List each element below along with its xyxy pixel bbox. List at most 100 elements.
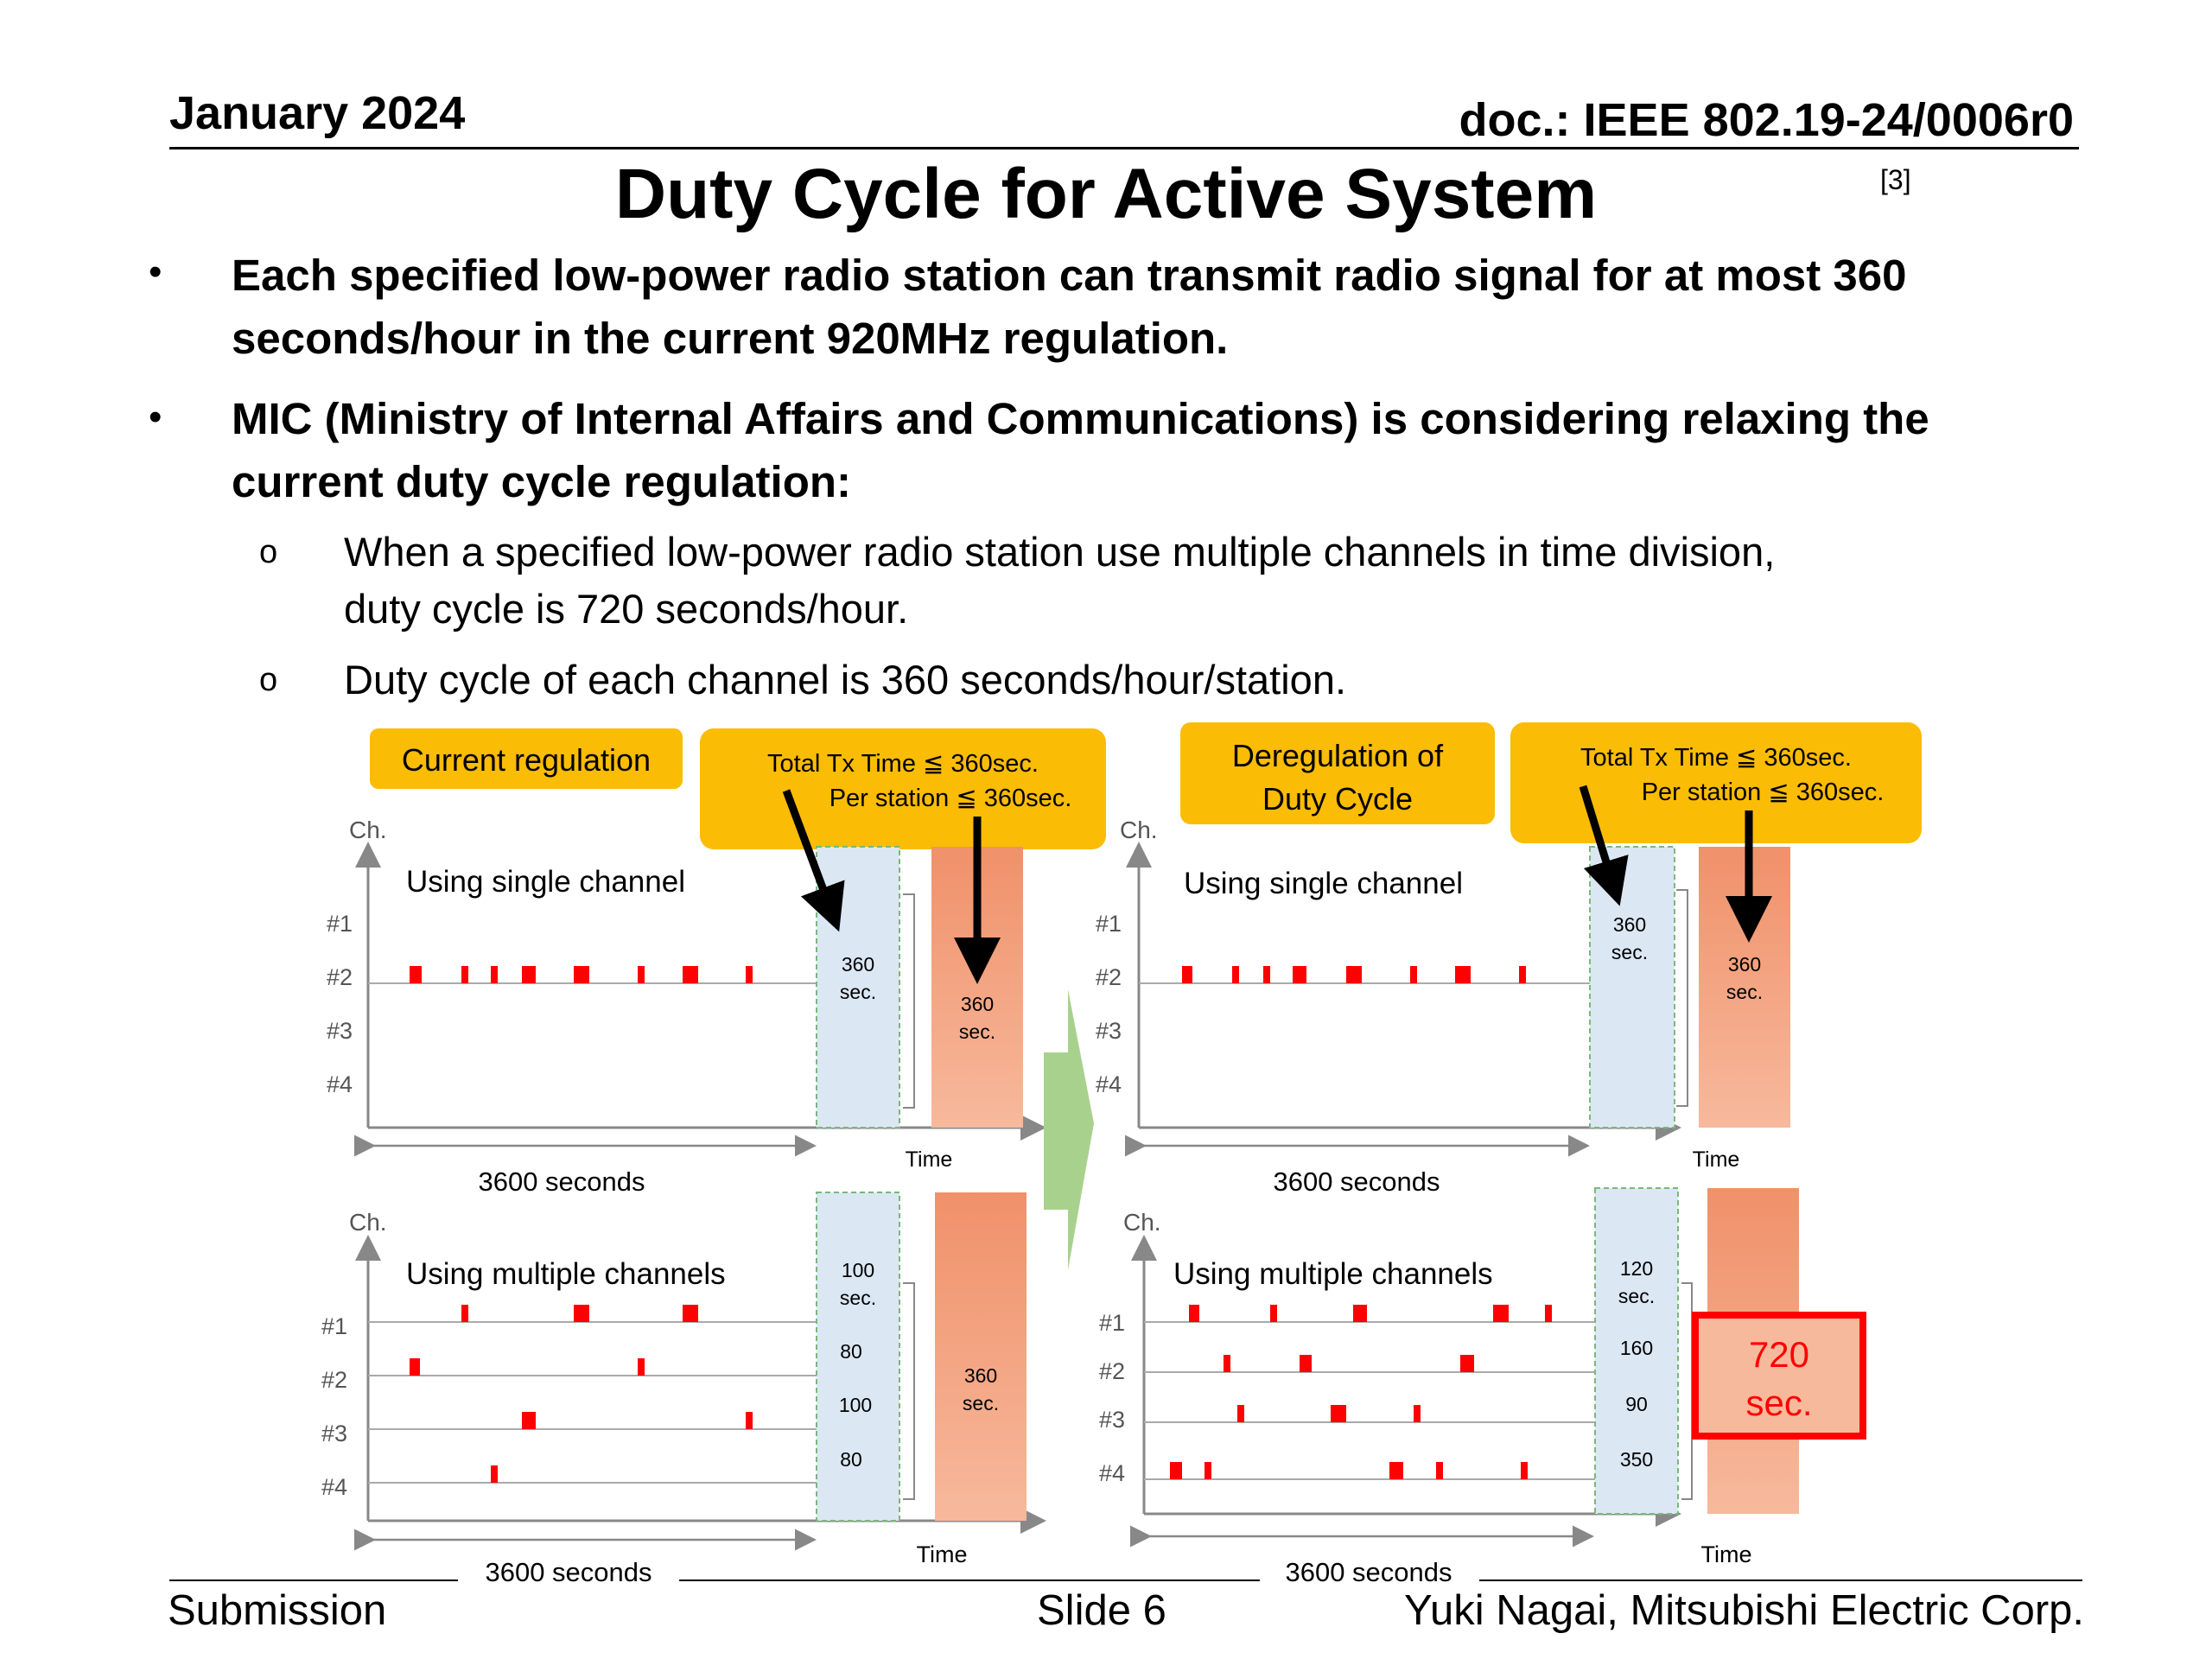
left-bottom-unit: sec. xyxy=(840,1287,876,1309)
right-top-pulses xyxy=(1182,966,1526,983)
bullet-2: MIC (Ministry of Internal Affairs and Co… xyxy=(232,387,2081,513)
pulse xyxy=(574,966,589,983)
pulse xyxy=(1224,1355,1230,1372)
bullet-1-line1: Each specified low-power radio station c… xyxy=(232,251,1907,300)
sub-bullet-1: When a specified low-power radio station… xyxy=(344,524,1986,638)
pulse xyxy=(461,1305,468,1322)
pulse xyxy=(1493,1305,1509,1322)
left-callout-line2: Per station ≦ 360sec. xyxy=(830,785,1072,812)
bullet-2-line2: current duty cycle regulation: xyxy=(232,457,851,506)
left-top-ch1: #1 xyxy=(327,911,353,937)
pulse xyxy=(1460,1355,1474,1372)
sub-bullet-marker: o xyxy=(259,662,278,698)
right-callout-line1: Total Tx Time ≦ 360sec. xyxy=(1580,744,1852,772)
right-top-ch3: #3 xyxy=(1096,1018,1122,1044)
left-bottom-value-ch4: 80 xyxy=(840,1448,862,1471)
pulse xyxy=(1521,1462,1528,1479)
right-callout-line2: Per station ≦ 360sec. xyxy=(1642,779,1885,806)
deregulation-label-line1: Deregulation of xyxy=(1232,738,1444,773)
right-callout-box xyxy=(1510,722,1922,843)
highlight-720-value: 720 xyxy=(1749,1334,1809,1375)
pulse xyxy=(1389,1462,1403,1479)
right-top-blue-box xyxy=(1589,846,1675,1128)
left-bottom-salmon-bar xyxy=(935,1192,1027,1521)
sub-bullet-1-line1: When a specified low-power radio station… xyxy=(344,529,1776,575)
reference-marker: [3] xyxy=(1880,164,1911,195)
right-bottom-value-ch3: 90 xyxy=(1625,1393,1648,1415)
pulse xyxy=(1455,966,1471,983)
left-bottom-ch2: #2 xyxy=(321,1367,347,1393)
right-top-duration: 3600 seconds xyxy=(1273,1166,1440,1197)
left-top-caption: Using single channel xyxy=(406,865,685,899)
left-bottom-bracket xyxy=(903,1282,915,1500)
pulse xyxy=(574,1305,589,1322)
pulse xyxy=(1519,966,1526,983)
right-top-salmon-value: 360 xyxy=(1728,953,1761,976)
left-callout-box xyxy=(700,728,1106,849)
footer-rule-middle xyxy=(679,1580,1260,1581)
left-bottom-salmon-unit: sec. xyxy=(963,1392,999,1414)
right-bottom-ch2: #2 xyxy=(1099,1358,1125,1384)
sub-bullet-2: Duty cycle of each channel is 360 second… xyxy=(344,652,1986,709)
right-top-blue-value: 360 xyxy=(1613,913,1646,936)
header-date: January 2024 xyxy=(169,87,466,139)
left-bottom-axis-label: Ch. xyxy=(349,1209,387,1236)
pulse xyxy=(491,1465,498,1483)
left-top-ch2: #2 xyxy=(327,964,353,990)
footer-rule-right xyxy=(1479,1580,2082,1581)
left-callout-arrow-1 xyxy=(782,789,845,932)
pulse xyxy=(1232,966,1239,983)
left-top-pulses xyxy=(410,966,753,983)
pulse xyxy=(1293,966,1306,983)
left-top-salmon-unit: sec. xyxy=(959,1020,995,1043)
left-top-time-label: Time xyxy=(906,1147,953,1172)
right-bottom-ch1: #1 xyxy=(1099,1310,1125,1336)
highlight-720-box xyxy=(1692,1312,1866,1440)
right-bottom-pulses xyxy=(1170,1305,1552,1479)
footer-submission: Submission xyxy=(168,1587,387,1634)
right-bottom-ch4: #4 xyxy=(1099,1460,1125,1486)
sub-bullet-2-line1: Duty cycle of each channel is 360 second… xyxy=(344,657,1347,702)
pulse xyxy=(410,1358,420,1376)
pulse xyxy=(522,1412,536,1429)
right-bottom-unit: sec. xyxy=(1618,1285,1655,1307)
bullet-1: Each specified low-power radio station c… xyxy=(232,244,2081,370)
left-top-blue-unit: sec. xyxy=(840,981,876,1003)
pulse xyxy=(1182,966,1192,983)
pulse xyxy=(491,966,498,983)
right-top-salmon-bar xyxy=(1699,847,1790,1128)
pulse xyxy=(746,966,753,983)
pulse xyxy=(1170,1462,1182,1479)
pulse xyxy=(1189,1305,1199,1322)
left-top-ch4: #4 xyxy=(327,1071,353,1097)
pulse xyxy=(683,966,698,983)
left-bottom-channel-lines xyxy=(368,1321,890,1484)
footer-author: Yuki Nagai, Mitsubishi Electric Corp. xyxy=(1403,1587,2084,1634)
left-bottom-ch3: #3 xyxy=(321,1421,347,1446)
highlight-720-unit: sec. xyxy=(1745,1382,1812,1423)
left-bottom-ch4: #4 xyxy=(321,1474,347,1500)
right-bottom-blue-box xyxy=(1594,1187,1679,1515)
right-top-caption: Using single channel xyxy=(1184,867,1463,900)
right-bottom-value-ch1: 120 xyxy=(1620,1257,1653,1280)
pulse xyxy=(522,966,536,983)
left-bottom-value-ch1: 100 xyxy=(842,1259,874,1281)
slide-title: Duty Cycle for Active System xyxy=(614,155,1598,233)
pulse xyxy=(1410,966,1417,983)
left-bottom-pulses xyxy=(410,1305,753,1483)
pulse xyxy=(683,1305,698,1322)
pulse xyxy=(1414,1405,1421,1422)
current-regulation-label: Current regulation xyxy=(402,742,651,778)
pulse xyxy=(410,966,422,983)
right-bottom-duration: 3600 seconds xyxy=(1285,1557,1452,1587)
left-bottom-ch1: #1 xyxy=(321,1313,347,1339)
right-top-axis-label: Ch. xyxy=(1120,817,1158,843)
right-bottom-value-ch2: 160 xyxy=(1620,1337,1653,1359)
pulse xyxy=(1545,1305,1552,1322)
bullet-2-line1: MIC (Ministry of Internal Affairs and Co… xyxy=(232,394,1929,443)
right-top-blue-unit: sec. xyxy=(1611,941,1648,963)
bullet-dot: • xyxy=(149,251,162,293)
pulse xyxy=(1331,1405,1346,1422)
bullet-dot: • xyxy=(149,396,162,438)
footer-rule-left xyxy=(169,1580,458,1581)
